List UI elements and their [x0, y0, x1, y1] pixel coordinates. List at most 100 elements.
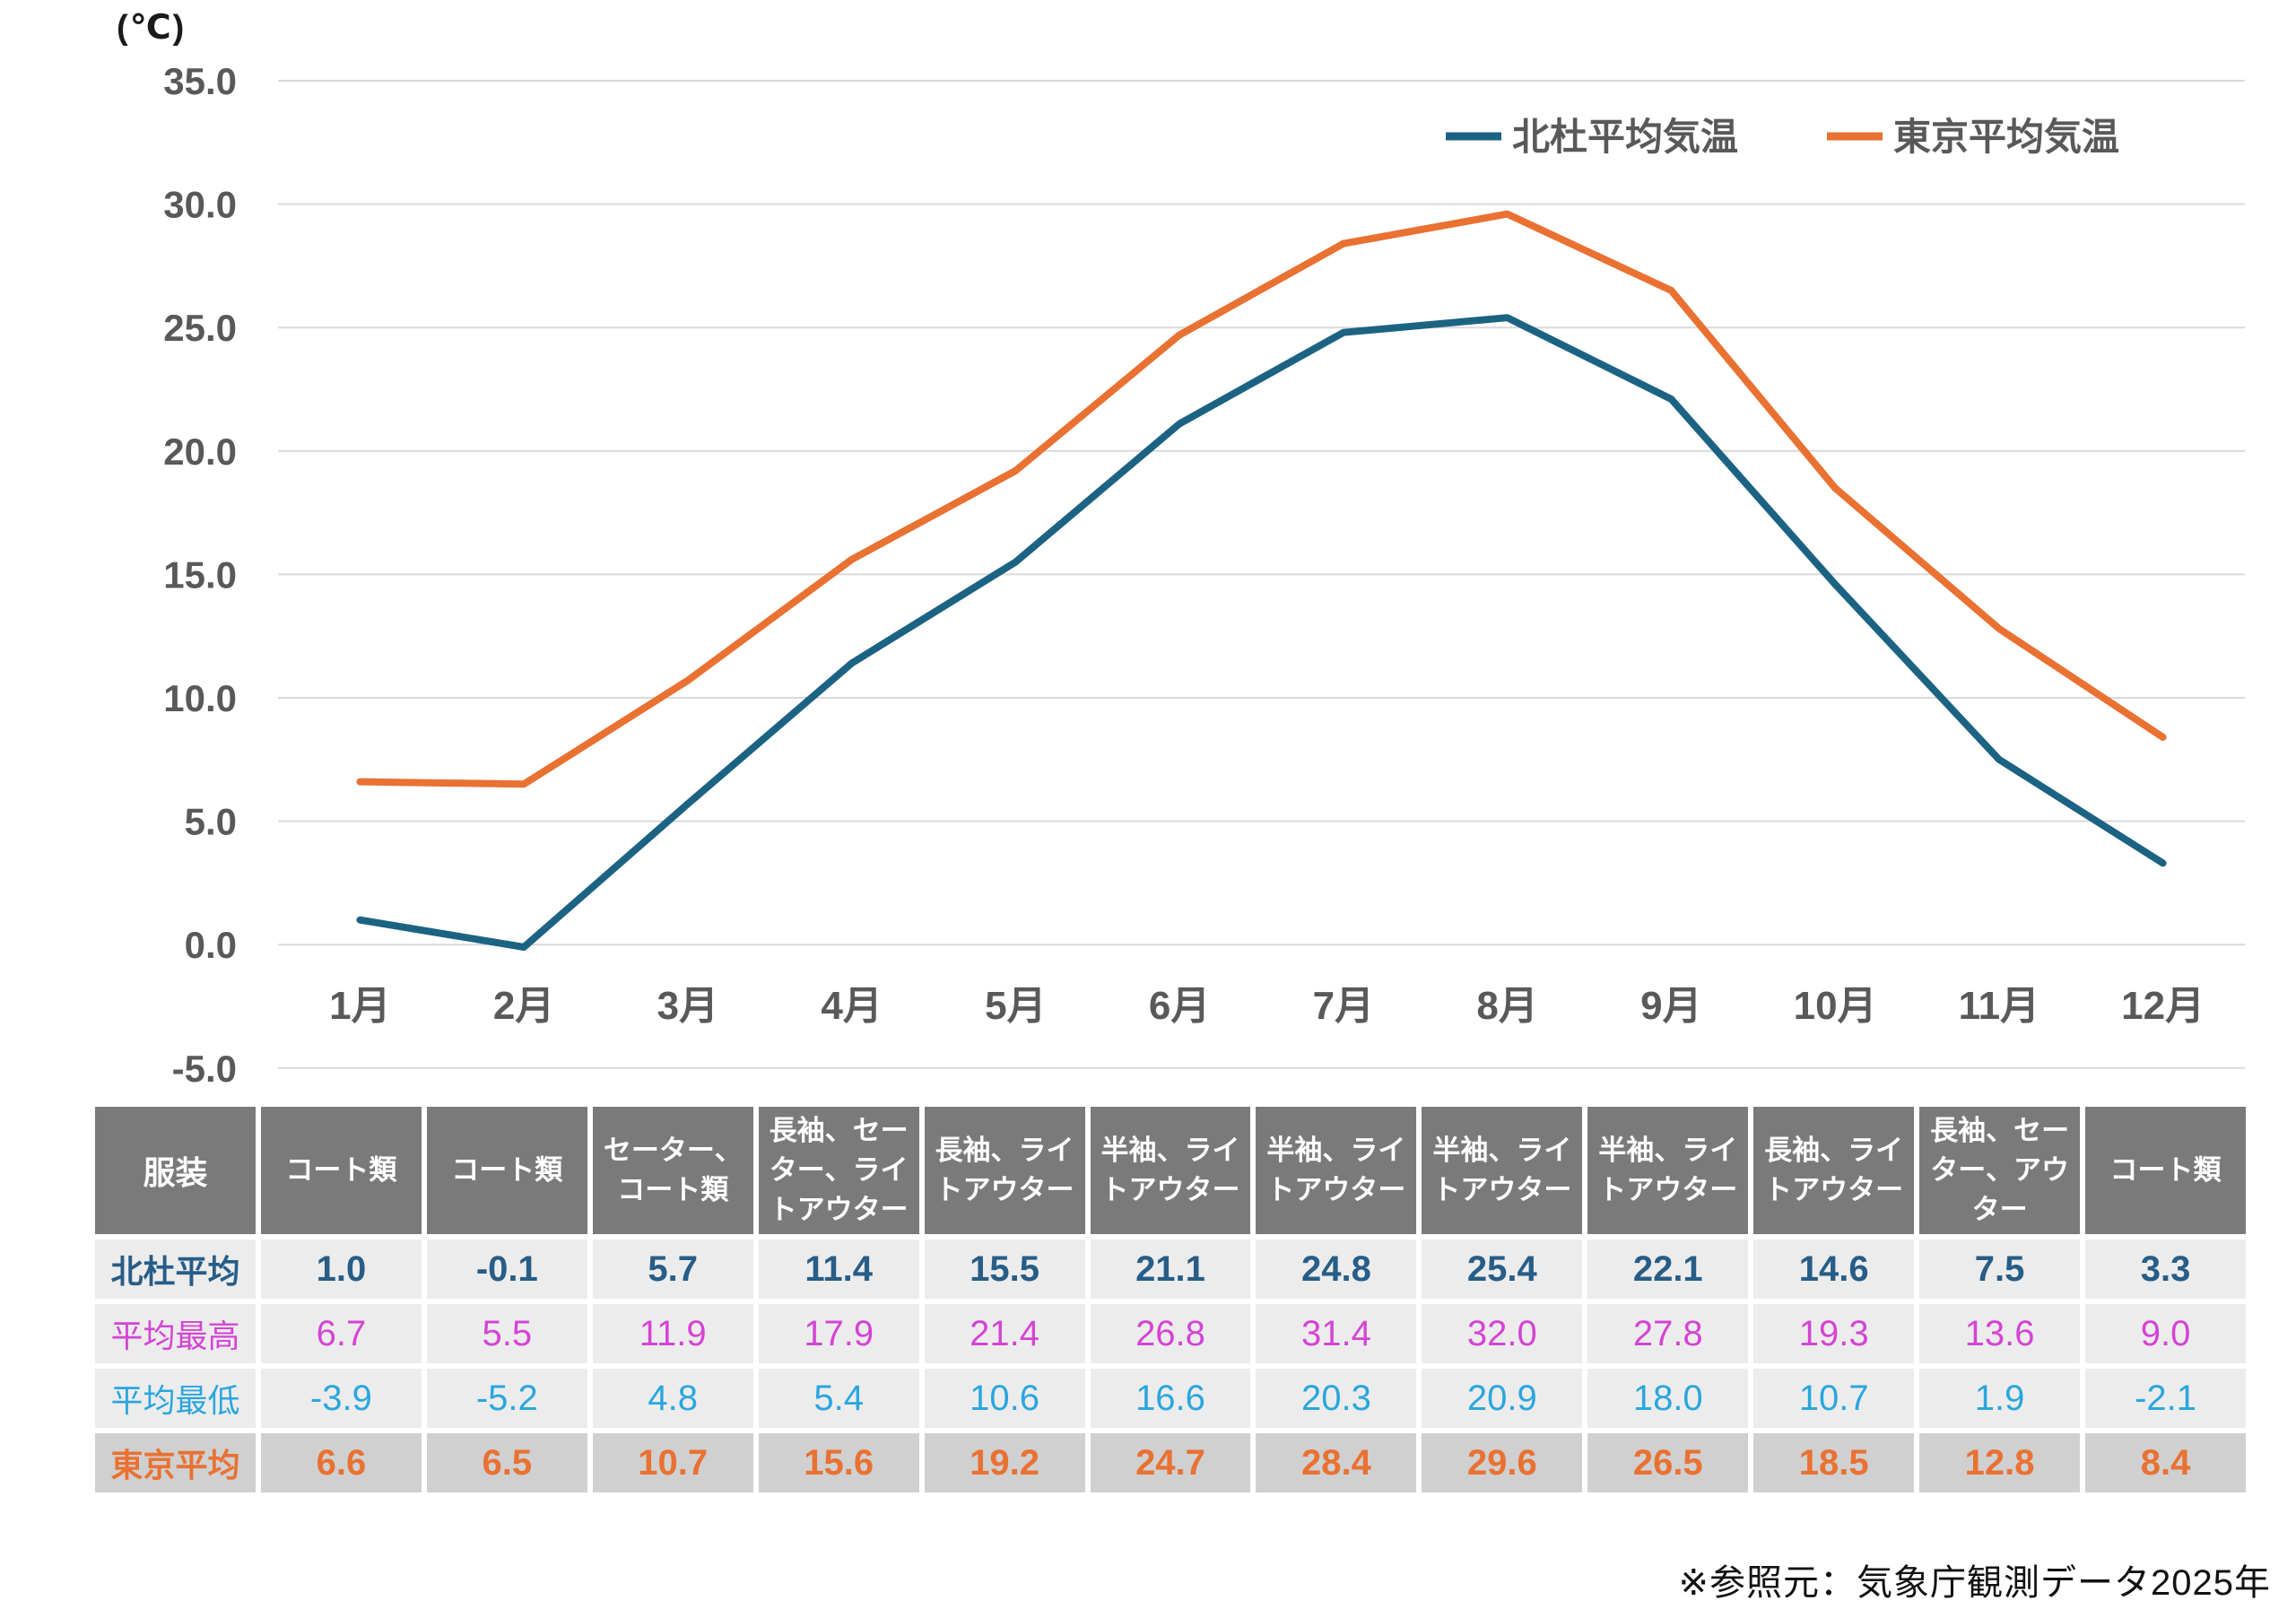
row-label-avg-max: 平均最高 — [95, 1304, 256, 1363]
temp-cell-avg-min-month-6: 16.6 — [1090, 1369, 1251, 1428]
clothing-header-cell-month-8: 半袖、ライトアウター — [1422, 1107, 1583, 1234]
temp-cell-hokuto-avg-month-9: 22.1 — [1587, 1240, 1749, 1299]
temp-cell-avg-min-month-3: 4.8 — [592, 1369, 753, 1428]
y-axis-tick-label: 10.0 — [163, 677, 237, 719]
temp-cell-hokuto-avg-month-8: 25.4 — [1422, 1240, 1583, 1299]
temp-cell-hokuto-avg-month-4: 11.4 — [758, 1240, 919, 1299]
temp-cell-avg-min-month-8: 20.9 — [1422, 1369, 1583, 1428]
source-note: ※参照元：気象庁観測データ2025年 — [1678, 1563, 2271, 1603]
temp-cell-tokyo-avg-month-7: 28.4 — [1256, 1433, 1417, 1492]
legend-label-hokuto: 北杜平均気温 — [1512, 116, 1738, 158]
clothing-header-row: 服装 コート類 コート類 セーター、コート類 長袖、セーター、ライトアウター 長袖、ライト… — [95, 1107, 2246, 1234]
temp-cell-avg-max-month-4: 17.9 — [758, 1304, 919, 1363]
temp-cell-hokuto-avg-month-3: 5.7 — [592, 1240, 753, 1299]
y-axis-tick-label: 15.0 — [163, 553, 237, 596]
x-axis-month-label: 7月 — [1313, 984, 1374, 1028]
temp-cell-avg-min-month-7: 20.3 — [1256, 1369, 1417, 1428]
row-label-tokyo-avg: 東京平均 — [95, 1433, 256, 1492]
table-row-avg-max: 平均最高 6.7 5.5 11.9 17.9 21.4 26.8 31.4 32.0 27.8 19… — [95, 1304, 2246, 1363]
temp-cell-hokuto-avg-month-2: -0.1 — [426, 1240, 587, 1299]
tokyo-temp-line — [356, 210, 2167, 788]
y-axis-tick-label: 30.0 — [163, 184, 237, 226]
clothing-header-cell-month-11: 長袖、セーター、アウター — [1919, 1107, 2081, 1234]
temp-cell-avg-max-month-1: 6.7 — [260, 1304, 422, 1363]
temp-cell-avg-min-month-5: 10.6 — [924, 1369, 1085, 1428]
clothing-header-cell-month-9: 半袖、ライトアウター — [1587, 1107, 1749, 1234]
temp-cell-avg-min-month-10: 10.7 — [1753, 1369, 1915, 1428]
temp-cell-avg-max-month-2: 5.5 — [426, 1304, 587, 1363]
x-axis-month-label: 10月 — [1794, 984, 1877, 1028]
temp-cell-tokyo-avg-month-1: 6.6 — [260, 1433, 422, 1492]
temp-cell-hokuto-avg-month-10: 14.6 — [1753, 1240, 1915, 1299]
temp-cell-tokyo-avg-month-8: 29.6 — [1422, 1433, 1583, 1492]
temp-cell-avg-max-month-8: 32.0 — [1422, 1304, 1583, 1363]
x-axis-month-label: 2月 — [493, 984, 554, 1028]
clothing-header-cell-month-1: コート類 — [260, 1107, 422, 1234]
temp-cell-tokyo-avg-month-2: 6.5 — [426, 1433, 587, 1492]
x-axis-month-label: 6月 — [1149, 984, 1210, 1028]
table-row-hokuto-avg: 北杜平均 1.0 -0.1 5.7 11.4 15.5 21.1 24.8 25.4 22.1 14… — [95, 1240, 2246, 1299]
temp-cell-avg-min-month-12: -2.1 — [2085, 1369, 2246, 1428]
temp-cell-avg-max-month-7: 31.4 — [1256, 1304, 1417, 1363]
temp-cell-avg-min-month-9: 18.0 — [1587, 1369, 1749, 1428]
y-axis-tick-label: 35.0 — [163, 60, 237, 102]
temp-cell-avg-min-month-1: -3.9 — [260, 1369, 422, 1428]
temp-cell-hokuto-avg-month-1: 1.0 — [260, 1240, 422, 1299]
temp-cell-tokyo-avg-month-12: 8.4 — [2085, 1433, 2246, 1492]
x-axis-month-label: 1月 — [329, 984, 390, 1028]
y-axis-tick-label: 0.0 — [185, 924, 237, 966]
temp-cell-tokyo-avg-month-11: 12.8 — [1919, 1433, 2081, 1492]
temp-cell-avg-min-month-4: 5.4 — [758, 1369, 919, 1428]
temp-cell-avg-max-month-6: 26.8 — [1090, 1304, 1251, 1363]
temp-cell-avg-min-month-2: -5.2 — [426, 1369, 587, 1428]
clothing-header-cell-month-3: セーター、コート類 — [592, 1107, 753, 1234]
y-axis-tick-label: 25.0 — [163, 307, 237, 349]
x-axis-month-label: 4月 — [821, 984, 882, 1028]
temp-cell-avg-max-month-9: 27.8 — [1587, 1304, 1749, 1363]
temp-cell-tokyo-avg-month-4: 15.6 — [758, 1433, 919, 1492]
temp-cell-hokuto-avg-month-5: 15.5 — [924, 1240, 1085, 1299]
clothing-header-cell-month-6: 半袖、ライトアウター — [1090, 1107, 1251, 1234]
row-label-hokuto-avg: 北杜平均 — [95, 1240, 256, 1299]
x-axis-month-label: 8月 — [1476, 984, 1537, 1028]
clothing-header-cell-month-7: 半袖、ライトアウター — [1256, 1107, 1417, 1234]
legend-label-tokyo: 東京平均気温 — [1893, 116, 2119, 158]
table-row-tokyo-avg: 東京平均 6.6 6.5 10.7 15.6 19.2 24.7 28.4 29.6 26.5 18… — [95, 1433, 2246, 1492]
temp-cell-avg-min-month-11: 1.9 — [1919, 1369, 2081, 1428]
x-axis-month-label: 9月 — [1640, 984, 1701, 1028]
hokuto-temp-line — [356, 314, 2167, 951]
y-axis-tick-label: 5.0 — [185, 801, 237, 843]
temp-cell-avg-max-month-11: 13.6 — [1919, 1304, 2081, 1363]
clothing-header-cell-month-2: コート類 — [426, 1107, 587, 1234]
clothing-header-cell-month-4: 長袖、セーター、ライトアウター — [758, 1107, 919, 1234]
clothing-header-cell-month-12: コート類 — [2085, 1107, 2246, 1234]
x-axis-month-label: 11月 — [1959, 984, 2040, 1028]
temp-cell-hokuto-avg-month-12: 3.3 — [2085, 1240, 2246, 1299]
temp-cell-tokyo-avg-month-5: 19.2 — [924, 1433, 1085, 1492]
temp-cell-tokyo-avg-month-3: 10.7 — [592, 1433, 753, 1492]
temp-cell-avg-max-month-3: 11.9 — [592, 1304, 753, 1363]
x-axis-month-label: 3月 — [657, 984, 718, 1028]
temp-cell-hokuto-avg-month-7: 24.8 — [1256, 1240, 1417, 1299]
temp-cell-tokyo-avg-month-6: 24.7 — [1090, 1433, 1251, 1492]
temperature-line-chart: 35.0 30.0 25.0 20.0 15.0 10.0 5.0 0.0 -5.0 1月 2月 3月… — [163, 60, 2245, 1090]
clothing-corner-header: 服装 — [95, 1107, 256, 1234]
temperature-table: 服装 コート類 コート類 セーター、コート類 長袖、セーター、ライトアウター 長袖、ライト… — [90, 1101, 2251, 1498]
y-axis-unit-label: (℃) — [117, 9, 187, 47]
clothing-header-cell-month-5: 長袖、ライトアウター — [924, 1107, 1085, 1234]
temp-cell-tokyo-avg-month-10: 18.5 — [1753, 1433, 1915, 1492]
x-axis-month-label: 5月 — [985, 984, 1046, 1028]
temp-cell-avg-max-month-10: 19.3 — [1753, 1304, 1915, 1363]
temp-cell-avg-max-month-5: 21.4 — [924, 1304, 1085, 1363]
temp-cell-tokyo-avg-month-9: 26.5 — [1587, 1433, 1749, 1492]
table-row-avg-min: 平均最低 -3.9 -5.2 4.8 5.4 10.6 16.6 20.3 20.9 18.0 10… — [95, 1369, 2246, 1428]
temp-cell-avg-max-month-12: 9.0 — [2085, 1304, 2246, 1363]
x-axis-month-label: 12月 — [2121, 984, 2205, 1028]
y-axis-tick-label: -5.0 — [172, 1048, 237, 1090]
temp-cell-hokuto-avg-month-6: 21.1 — [1090, 1240, 1251, 1299]
y-axis-tick-label: 20.0 — [163, 431, 237, 473]
clothing-header-cell-month-10: 長袖、ライトアウター — [1753, 1107, 1915, 1234]
row-label-avg-min: 平均最低 — [95, 1369, 256, 1428]
temp-cell-hokuto-avg-month-11: 7.5 — [1919, 1240, 2081, 1299]
